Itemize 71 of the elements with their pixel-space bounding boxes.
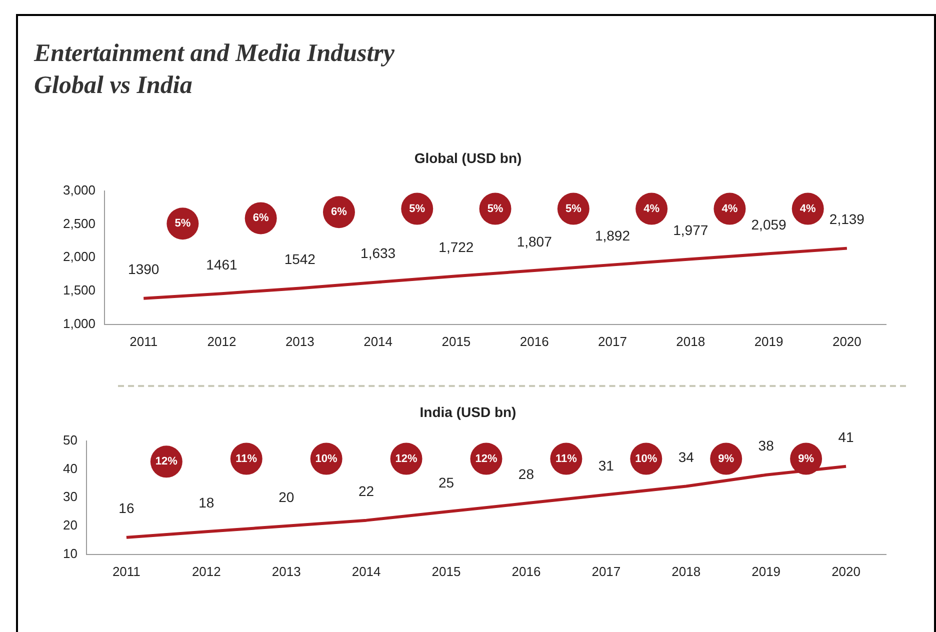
x-tick-label: 2011 (112, 564, 140, 579)
x-tick-label: 2012 (207, 334, 236, 349)
y-tick-label: 10 (62, 546, 78, 561)
data-label: 38 (758, 438, 774, 454)
annotation: 5% (174, 218, 191, 230)
data-label: 1,977 (673, 222, 708, 238)
data-label: 31 (598, 458, 614, 474)
data-label: 1,633 (360, 244, 396, 261)
x-tick-label: 2020 (832, 564, 860, 579)
data-label: 34 (678, 449, 694, 466)
annotation: 12% (395, 452, 418, 465)
y-tick-label: 1,500 (62, 282, 96, 298)
y-tick-label: 3,000 (62, 182, 96, 198)
chart-title: Entertainment and Media Industry Global vs India (34, 39, 394, 101)
annotation: 10% (315, 452, 338, 465)
annotation: 12% (475, 452, 498, 465)
x-tick-label: 2013 (272, 564, 301, 579)
data-label: 2,059 (751, 216, 787, 233)
annotation: 11% (555, 452, 578, 465)
data-label: 1390 (128, 261, 160, 278)
data-label: 41 (838, 429, 854, 446)
x-tick-label: 2016 (512, 564, 541, 579)
y-tick-label: 2,500 (62, 216, 96, 231)
x-tick-label: 2019 (752, 564, 781, 579)
annotation: 10% (635, 452, 658, 465)
annotation: 6% (331, 206, 348, 218)
chart-subtitle: Global (USD bn) (413, 150, 523, 166)
data-label: 1,722 (438, 239, 474, 256)
data-label: 1,807 (516, 233, 552, 250)
annotation: 5% (409, 202, 426, 215)
annotation: 4% (644, 202, 660, 215)
x-tick-label: 2016 (520, 334, 549, 349)
y-tick-label: 50 (62, 432, 78, 448)
data-label: 2,139 (829, 211, 865, 228)
y-tick-label: 1,000 (62, 316, 96, 331)
annotation: 9% (798, 452, 814, 465)
y-tick-label: 40 (62, 460, 78, 476)
y-tick-label: 30 (62, 489, 78, 504)
x-tick-label: 2013 (285, 334, 314, 349)
y-tick-label: 20 (62, 518, 78, 533)
x-tick-label: 2015 (432, 564, 461, 579)
data-label: 1,892 (594, 228, 630, 244)
x-tick-label: 2014 (364, 334, 393, 349)
x-tick-label: 2020 (832, 334, 862, 349)
data-label: 1542 (284, 251, 316, 268)
annotation: 6% (252, 212, 269, 224)
annotation: 4% (800, 202, 816, 215)
data-label: 22 (358, 483, 374, 500)
x-tick-label: 2018 (672, 564, 701, 579)
data-label: 16 (118, 500, 134, 516)
data-label: 20 (278, 488, 294, 505)
x-tick-label: 2017 (592, 564, 621, 579)
annotation: 11% (236, 452, 258, 465)
x-tick-label: 2011 (130, 334, 158, 349)
data-label: 25 (438, 474, 454, 491)
annotation: 5% (487, 202, 504, 215)
annotation: 4% (722, 202, 738, 215)
x-tick-label: 2015 (442, 334, 471, 349)
annotation: 12% (155, 456, 178, 468)
y-tick-label: 2,000 (62, 249, 96, 264)
annotation: 9% (718, 452, 734, 465)
x-tick-label: 2019 (754, 334, 784, 349)
chart-subtitle: India (USD bn) (418, 404, 518, 420)
x-tick-label: 2018 (676, 334, 706, 349)
data-label: 28 (518, 466, 534, 482)
annotation: 5% (565, 202, 582, 215)
data-label: 18 (198, 494, 214, 511)
data-label: 1461 (206, 256, 238, 272)
x-tick-label: 2014 (352, 564, 381, 579)
x-tick-label: 2017 (598, 334, 627, 349)
x-tick-label: 2012 (192, 564, 221, 579)
